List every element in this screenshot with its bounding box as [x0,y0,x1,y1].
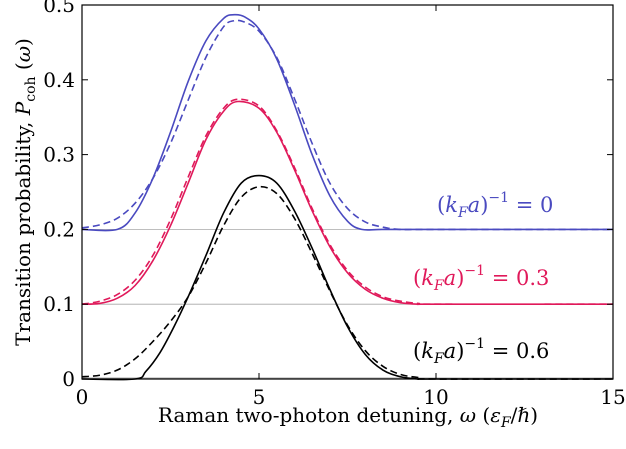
series-1-solid-line [81,100,613,306]
x-tick-label: 15 [600,385,625,409]
series-0-solid-line [81,13,613,232]
x-tick-label: 5 [253,385,266,409]
series-2-solid-line [81,174,613,381]
axis-ticks: 0 5 10 15 0 0.1 0.2 0.3 0.4 0.5 [43,0,626,409]
annotation-kfa-0-6: (kFa)−1 = 0.6 [413,336,549,367]
series-0-dashed-line [81,19,613,231]
x-axis-label: Raman two-photon detuning, ω (εF/ℏ) [158,403,538,431]
y-tick-label: 0.3 [43,143,75,167]
y-tick-label: 0 [62,367,75,391]
y-tick-label: 0.1 [43,292,75,316]
series-2-dashed-line [81,185,614,380]
series-1-dashed-line [81,98,614,306]
annotation-kfa-0-3: (kFa)−1 = 0.3 [413,263,549,294]
y-axis-label: Transition probability, Pcoh (ω) [11,38,39,346]
y-tick-label: 0.4 [43,68,75,92]
x-tick-label: 10 [423,385,448,409]
x-tick-label: 0 [76,385,89,409]
plot-frame [81,4,614,380]
annotation-kfa-0: (kFa)−1 = 0 [437,190,553,221]
series-layer [81,13,614,381]
y-tick-label: 0.5 [43,0,75,17]
y-tick-label: 0.2 [43,217,75,241]
